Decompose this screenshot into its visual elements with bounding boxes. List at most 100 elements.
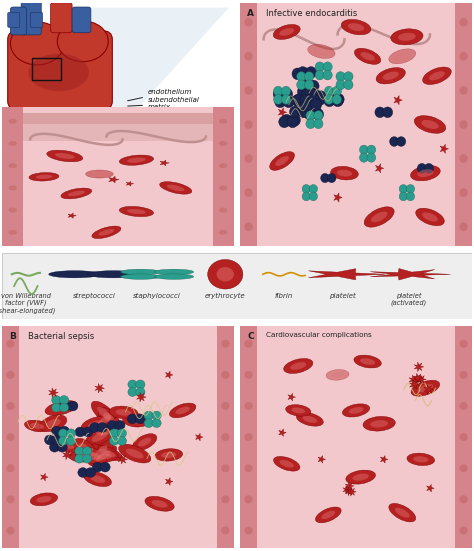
Circle shape — [245, 188, 253, 197]
Circle shape — [459, 402, 468, 410]
Circle shape — [245, 52, 253, 61]
Circle shape — [117, 429, 127, 438]
Circle shape — [59, 436, 68, 445]
Circle shape — [57, 442, 67, 452]
Circle shape — [308, 95, 319, 107]
Circle shape — [245, 18, 253, 26]
Circle shape — [300, 94, 311, 106]
Polygon shape — [343, 485, 352, 494]
Ellipse shape — [88, 440, 113, 465]
Circle shape — [315, 62, 324, 72]
Circle shape — [87, 271, 139, 278]
Polygon shape — [410, 380, 419, 390]
Circle shape — [344, 80, 353, 90]
Ellipse shape — [302, 416, 317, 423]
Polygon shape — [427, 484, 434, 492]
Ellipse shape — [91, 451, 118, 463]
Circle shape — [281, 115, 292, 126]
Circle shape — [135, 414, 145, 424]
Ellipse shape — [363, 417, 395, 431]
Circle shape — [152, 419, 161, 428]
Circle shape — [82, 427, 93, 437]
Circle shape — [59, 426, 70, 436]
Circle shape — [275, 96, 286, 107]
Circle shape — [90, 423, 100, 433]
Ellipse shape — [52, 404, 70, 412]
Circle shape — [459, 86, 468, 95]
Circle shape — [221, 402, 229, 410]
Polygon shape — [49, 388, 58, 397]
Ellipse shape — [273, 24, 300, 40]
Ellipse shape — [270, 152, 294, 170]
Text: von Willebrand
factor (VWF)
(shear-elongated): von Willebrand factor (VWF) (shear-elong… — [0, 293, 55, 314]
Ellipse shape — [422, 213, 438, 222]
Ellipse shape — [421, 120, 438, 129]
Polygon shape — [165, 371, 173, 379]
Polygon shape — [309, 269, 385, 280]
Circle shape — [283, 95, 294, 106]
FancyBboxPatch shape — [218, 326, 234, 548]
Circle shape — [459, 495, 468, 504]
Ellipse shape — [217, 267, 234, 282]
Circle shape — [60, 401, 70, 411]
Ellipse shape — [99, 449, 116, 457]
Circle shape — [306, 86, 317, 98]
Ellipse shape — [283, 359, 313, 374]
Circle shape — [314, 119, 323, 128]
Text: C: C — [247, 332, 254, 341]
Circle shape — [459, 340, 468, 348]
Polygon shape — [346, 482, 354, 490]
Ellipse shape — [376, 68, 405, 84]
Circle shape — [299, 95, 310, 107]
Circle shape — [397, 137, 406, 147]
Circle shape — [310, 99, 322, 110]
Polygon shape — [409, 375, 419, 385]
Circle shape — [308, 80, 319, 92]
Polygon shape — [334, 193, 342, 202]
Circle shape — [417, 164, 427, 173]
Circle shape — [82, 447, 92, 456]
Circle shape — [6, 495, 15, 504]
Circle shape — [85, 468, 96, 477]
Text: Cardiovascular complications: Cardiovascular complications — [266, 332, 372, 338]
Polygon shape — [279, 429, 286, 436]
Circle shape — [221, 495, 229, 504]
FancyBboxPatch shape — [18, 326, 218, 548]
Circle shape — [367, 145, 376, 154]
Circle shape — [290, 106, 301, 118]
Circle shape — [312, 109, 324, 120]
Ellipse shape — [55, 437, 80, 452]
Circle shape — [336, 72, 345, 82]
Circle shape — [424, 164, 434, 173]
Ellipse shape — [40, 415, 67, 431]
Circle shape — [325, 94, 336, 105]
Circle shape — [109, 436, 118, 445]
Circle shape — [273, 88, 284, 100]
Polygon shape — [440, 144, 448, 153]
Circle shape — [144, 419, 153, 428]
Circle shape — [66, 436, 76, 445]
Ellipse shape — [109, 406, 138, 419]
Polygon shape — [195, 433, 203, 441]
Circle shape — [297, 86, 309, 98]
Ellipse shape — [398, 33, 416, 41]
Polygon shape — [137, 392, 146, 402]
Circle shape — [59, 403, 69, 412]
Circle shape — [6, 526, 15, 534]
Ellipse shape — [321, 511, 335, 519]
Circle shape — [221, 340, 229, 348]
Circle shape — [289, 115, 301, 126]
Circle shape — [406, 185, 415, 193]
Circle shape — [52, 403, 61, 412]
Ellipse shape — [75, 444, 99, 461]
Polygon shape — [370, 268, 450, 280]
Polygon shape — [165, 478, 173, 485]
Circle shape — [279, 116, 290, 128]
Circle shape — [297, 72, 306, 82]
Circle shape — [359, 153, 368, 162]
Ellipse shape — [331, 372, 344, 377]
Polygon shape — [61, 8, 229, 110]
Polygon shape — [278, 107, 287, 117]
Ellipse shape — [36, 496, 52, 503]
Ellipse shape — [89, 425, 116, 439]
